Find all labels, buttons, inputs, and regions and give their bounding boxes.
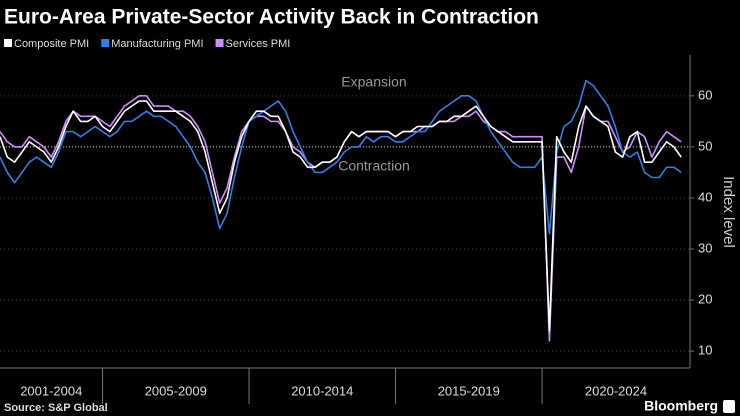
y-tick-label: 40 — [698, 189, 712, 204]
series-line — [0, 95, 682, 342]
annotation: Contraction — [338, 158, 410, 174]
source: Source: S&P Global — [4, 402, 108, 414]
brand-icon — [723, 400, 735, 413]
legend-label: Composite PMI — [14, 38, 89, 50]
legend-swatch — [4, 39, 12, 47]
series-line — [0, 100, 682, 332]
series-line — [0, 79, 682, 235]
annotation: Expansion — [341, 74, 406, 90]
y-tick-label: 10 — [698, 343, 712, 358]
x-band-label: 2020-2024 — [585, 383, 647, 398]
x-band-label: 2010-2014 — [291, 383, 353, 398]
y-tick-label: 60 — [698, 87, 712, 102]
brand: Bloomberg — [644, 398, 718, 414]
y-tick-label: 50 — [698, 138, 712, 153]
legend-swatch — [101, 39, 110, 47]
y-tick-label: 20 — [698, 292, 712, 307]
legend-swatch — [215, 39, 224, 47]
y-axis-label: Index level — [720, 176, 737, 248]
x-band-label: 2001-2004 — [20, 383, 82, 398]
chart-title: Euro-Area Private-Sector Activity Back i… — [4, 6, 539, 29]
legend-label: Services PMI — [226, 38, 291, 50]
legend-label: Manufacturing PMI — [111, 38, 203, 50]
y-tick-label: 30 — [698, 240, 712, 255]
x-band-label: 2015-2019 — [438, 383, 500, 398]
x-band-label: 2005-2009 — [145, 383, 207, 398]
